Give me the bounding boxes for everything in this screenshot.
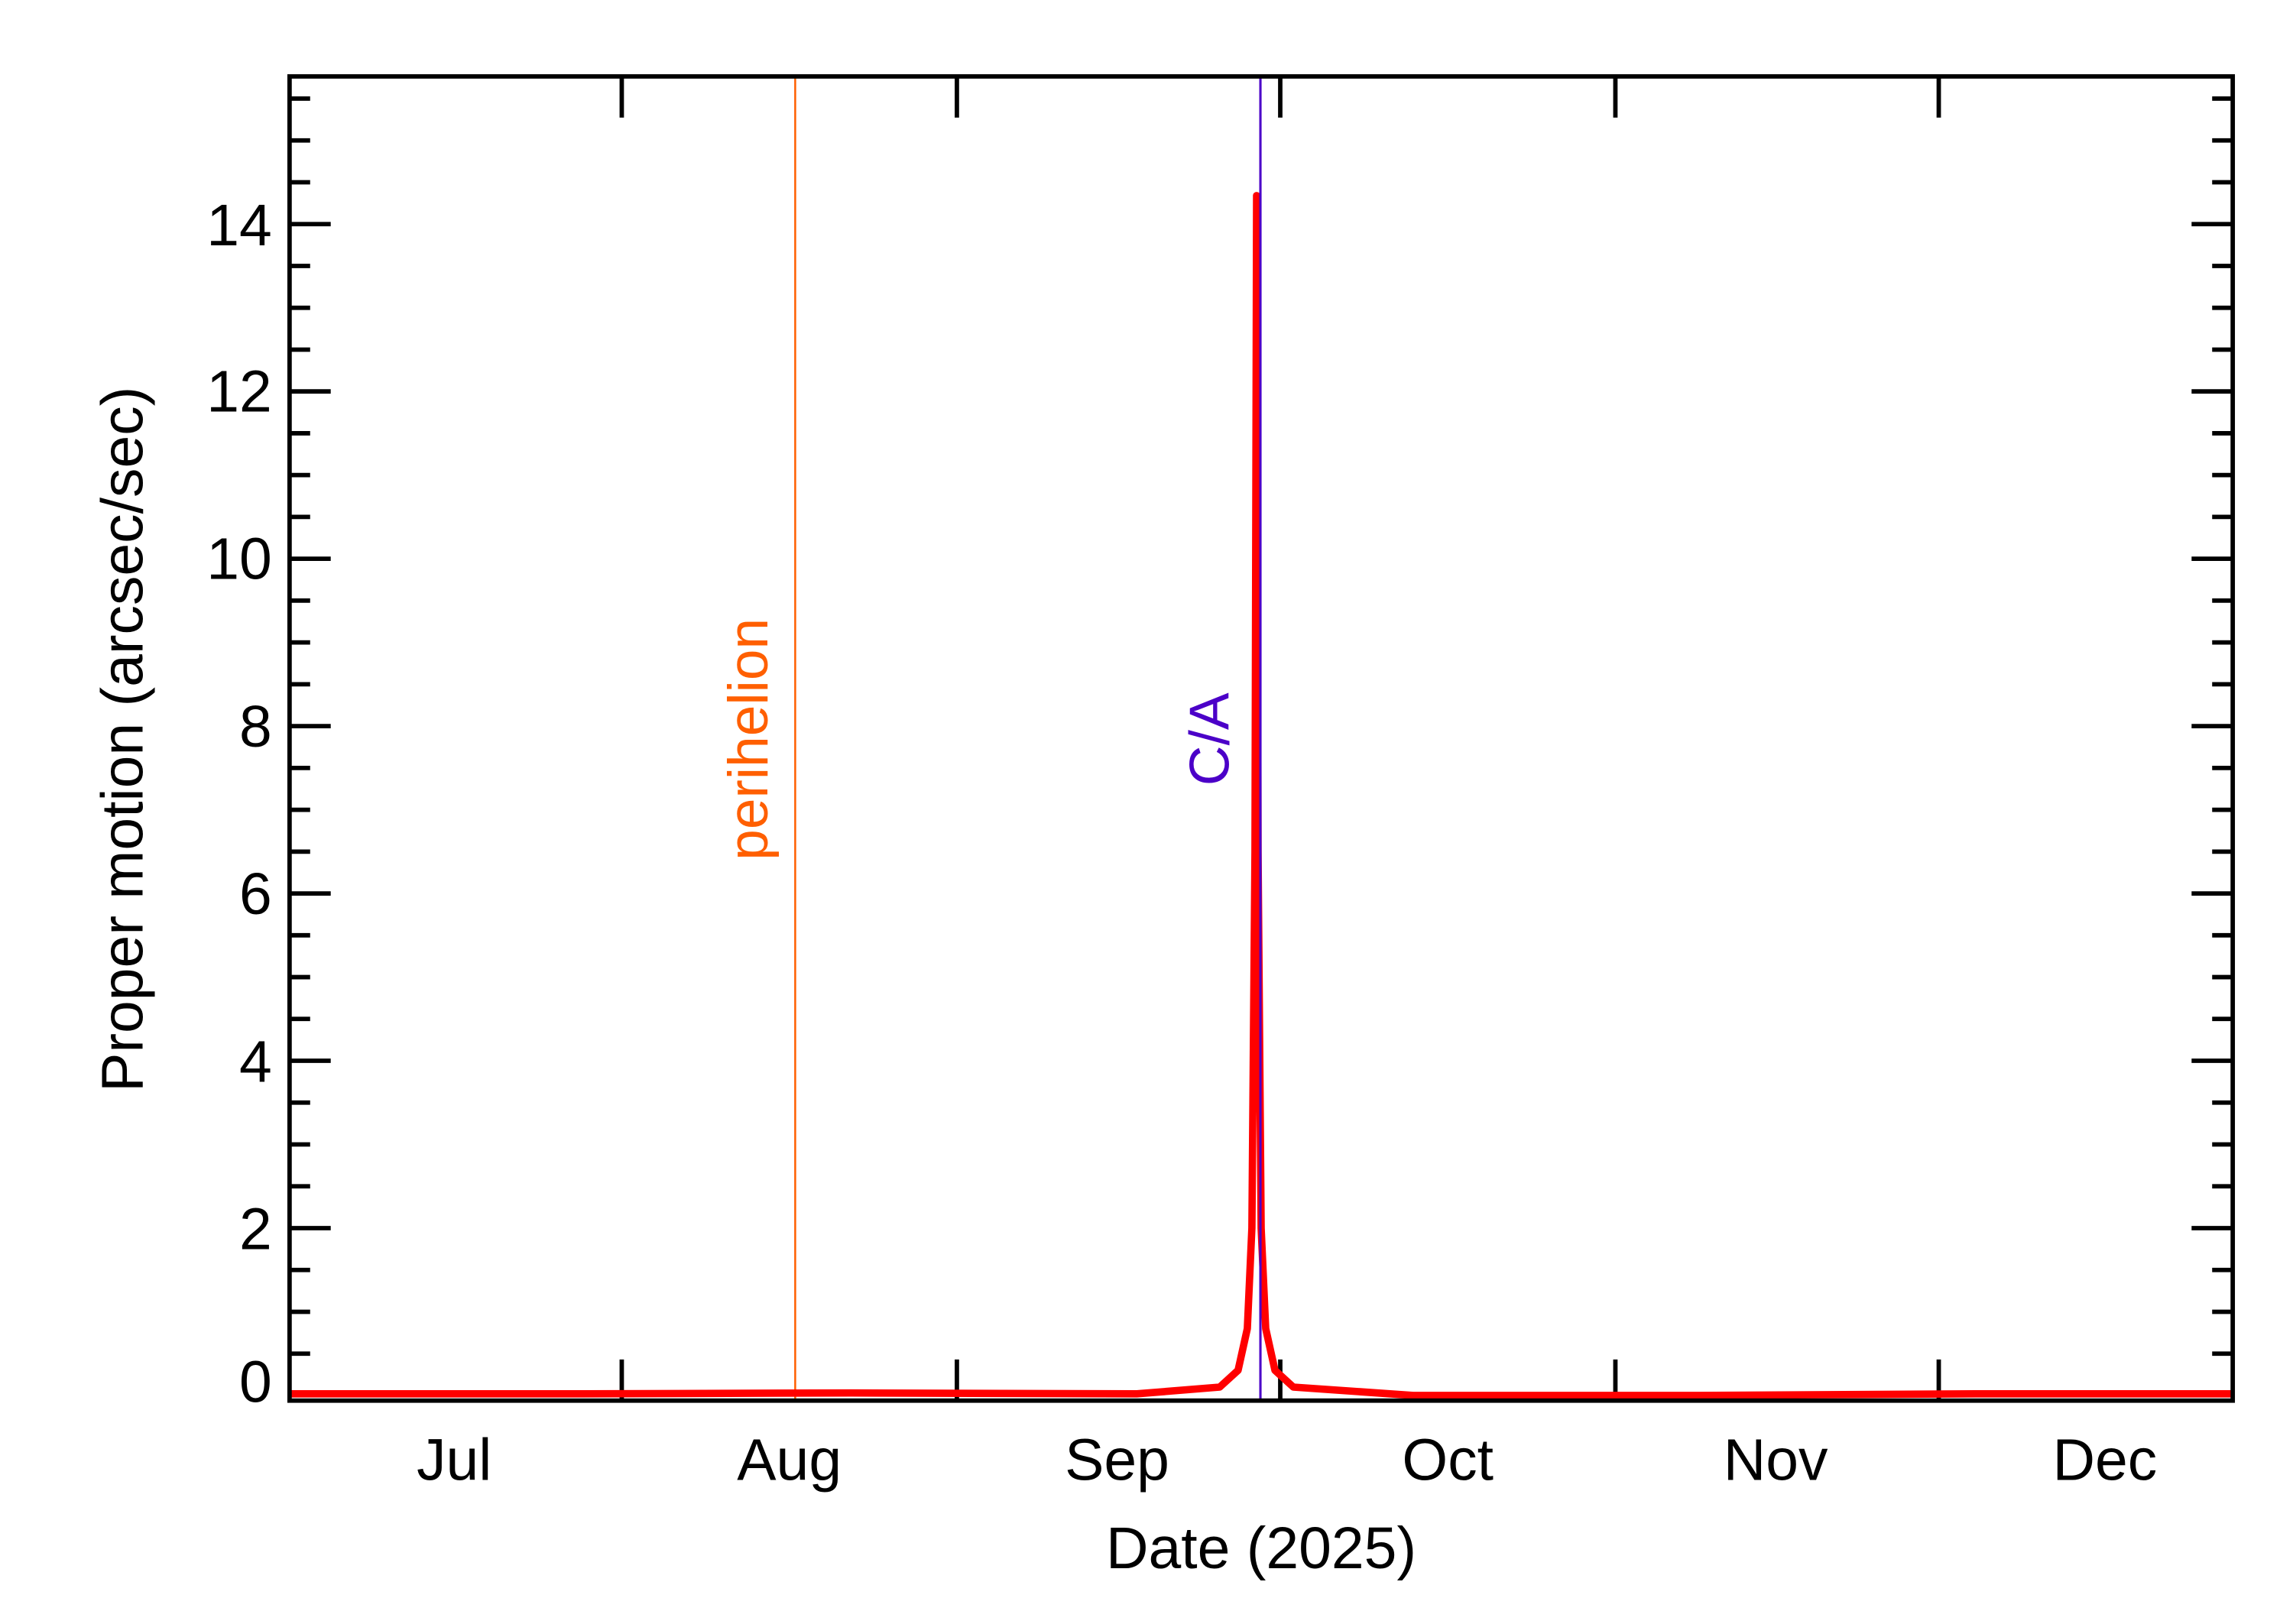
y-tick-label: 8 <box>239 694 272 760</box>
y-tick-label: 12 <box>206 358 272 424</box>
x-tick-label-aug: Aug <box>737 1428 842 1493</box>
y-tick-label: 10 <box>206 527 272 592</box>
y-tick-label: 2 <box>239 1197 272 1263</box>
y-tick-labels: 0 2 4 6 8 10 12 14 <box>206 193 272 1415</box>
x-tick-label-dec: Dec <box>2052 1428 2157 1493</box>
plot-frame <box>287 74 2236 1403</box>
x-tick-labels: Jul Aug Sep Oct Nov Dec <box>417 1428 2157 1493</box>
x-tick-label-sep: Sep <box>1065 1428 1169 1493</box>
axis-ticks <box>289 76 2233 1401</box>
x-tick-label-nov: Nov <box>1724 1428 1828 1493</box>
x-axis-title: Date (2025) <box>1106 1515 1416 1581</box>
y-tick-label: 6 <box>239 861 272 927</box>
y-tick-label: 14 <box>206 193 272 258</box>
y-tick-label: 0 <box>239 1350 272 1415</box>
perihelion-label: perihelion <box>718 618 780 861</box>
proper-motion-curve <box>289 192 2233 1399</box>
close-approach-label: C/A <box>1179 692 1241 786</box>
x-tick-label-jul: Jul <box>417 1428 491 1493</box>
x-tick-label-oct: Oct <box>1402 1428 1494 1493</box>
y-axis-title: Proper motion (arcsec/sec) <box>90 387 156 1092</box>
y-tick-label: 4 <box>239 1029 272 1094</box>
